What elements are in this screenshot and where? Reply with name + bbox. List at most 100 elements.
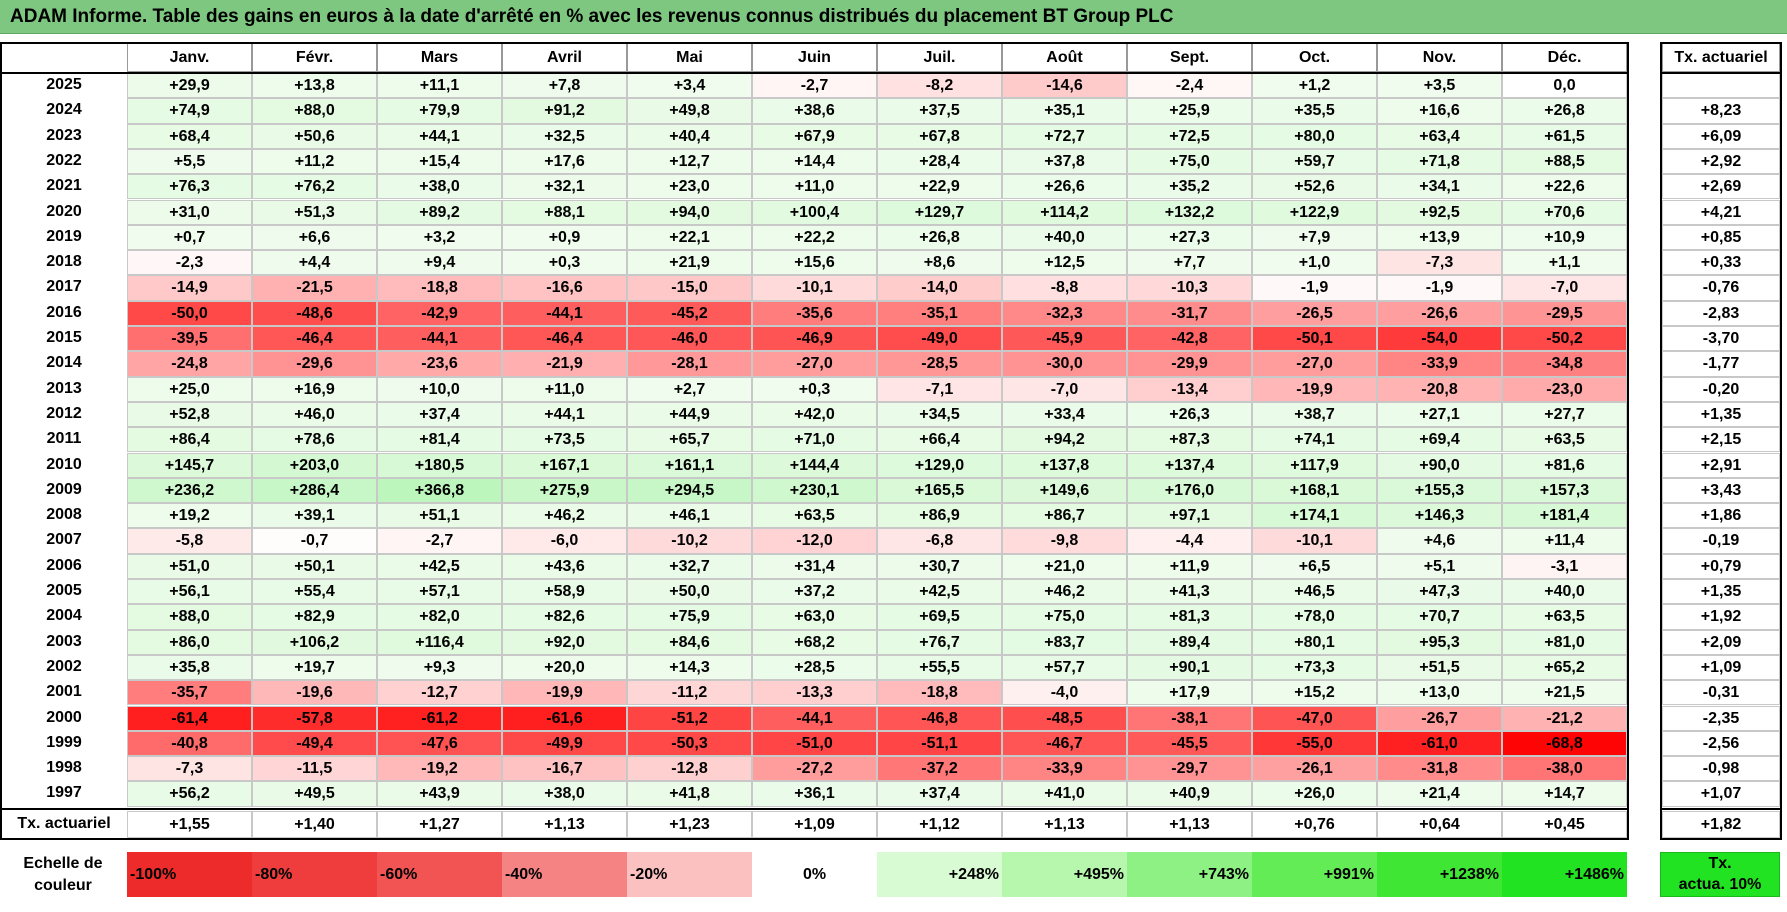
footer-rate-cell: +1,27 xyxy=(377,810,502,838)
table-cell: -46,8 xyxy=(877,705,1002,731)
footer-divider xyxy=(1660,807,1782,810)
table-cell: +0,7 xyxy=(127,224,252,251)
table-cell: +144,4 xyxy=(752,452,877,478)
table-cell: +15,6 xyxy=(752,250,877,276)
table-cell: +19,2 xyxy=(127,503,252,529)
table-cell: +275,9 xyxy=(502,477,627,504)
rate-column-header: Tx. actuariel xyxy=(1662,43,1780,72)
table-cell: -34,8 xyxy=(1502,351,1627,377)
table-cell: -24,8 xyxy=(127,351,252,377)
month-header: Juin xyxy=(752,43,877,72)
table-cell: +181,4 xyxy=(1502,503,1627,529)
rate-cell: +1,07 xyxy=(1662,781,1780,807)
month-header: Mai xyxy=(627,43,752,72)
year-label: 2023 xyxy=(46,126,82,144)
table-cell: -45,2 xyxy=(627,300,752,326)
color-scale-step: 0% xyxy=(752,852,877,897)
year-label: 2015 xyxy=(46,329,82,346)
year-label: 2020 xyxy=(46,202,82,220)
table-cell: +76,7 xyxy=(877,629,1002,655)
rate-cell: -3,70 xyxy=(1662,326,1780,352)
table-cell: +43,9 xyxy=(377,781,502,807)
rate-cell: -0,98 xyxy=(1662,756,1780,782)
table-cell: +14,4 xyxy=(752,148,877,175)
table-cell: +21,0 xyxy=(1002,553,1127,579)
table-cell: +94,2 xyxy=(1002,427,1127,453)
table-cell: +63,0 xyxy=(752,604,877,630)
table-cell: +13,9 xyxy=(1377,224,1502,251)
table-cell: +63,5 xyxy=(1502,427,1627,453)
table-cell: -12,0 xyxy=(752,528,877,554)
table-cell: +90,0 xyxy=(1377,452,1502,478)
table-cell: +40,0 xyxy=(1002,224,1127,251)
table-cell: +41,3 xyxy=(1127,579,1252,605)
table-cell: -57,8 xyxy=(252,705,377,731)
table-cell: +83,7 xyxy=(1002,629,1127,655)
color-scale-step: +248% xyxy=(877,852,1002,897)
table-cell: +44,1 xyxy=(502,401,627,428)
table-cell: +72,5 xyxy=(1127,123,1252,149)
table-cell: +27,3 xyxy=(1127,224,1252,251)
table-cell: +0,3 xyxy=(502,250,627,276)
table-cell: -21,2 xyxy=(1502,705,1627,731)
table-cell: +86,9 xyxy=(877,503,1002,529)
table-cell: +38,6 xyxy=(752,98,877,124)
table-cell: +145,7 xyxy=(127,452,252,478)
color-scale-step: -40% xyxy=(502,852,627,897)
table-cell: +17,9 xyxy=(1127,680,1252,706)
table-cell: +10,0 xyxy=(377,376,502,402)
table-cell: +40,9 xyxy=(1127,781,1252,807)
table-cell: +50,1 xyxy=(252,553,377,579)
table-cell: +37,8 xyxy=(1002,148,1127,175)
year-label: 2024 xyxy=(46,101,82,119)
month-header: Oct. xyxy=(1252,43,1377,72)
table-cell: +22,1 xyxy=(627,224,752,251)
table-cell: +63,5 xyxy=(1502,604,1627,630)
year-label: 2021 xyxy=(46,177,82,195)
footer-rate-cell: +1,23 xyxy=(627,810,752,838)
table-cell: -19,9 xyxy=(1252,376,1377,402)
table-cell: +75,9 xyxy=(627,604,752,630)
table-cell: +67,9 xyxy=(752,123,877,149)
table-cell: +46,1 xyxy=(627,503,752,529)
table-cell: -49,0 xyxy=(877,326,1002,352)
footer-rate-cell: +1,40 xyxy=(252,810,377,838)
table-cell: -44,1 xyxy=(752,705,877,731)
year-label: 2025 xyxy=(46,76,82,93)
year-label: 2019 xyxy=(46,227,82,245)
table-cell: +84,6 xyxy=(627,629,752,655)
table-cell: -61,6 xyxy=(502,705,627,731)
table-cell: -20,8 xyxy=(1377,376,1502,402)
table-cell: -61,2 xyxy=(377,705,502,731)
year-label: 2007 xyxy=(46,531,82,549)
table-cell: +161,1 xyxy=(627,452,752,478)
table-cell: +9,4 xyxy=(377,250,502,276)
table-cell: +35,1 xyxy=(1002,98,1127,124)
table-cell: -2,4 xyxy=(1127,73,1252,99)
table-cell: -7,3 xyxy=(1377,250,1502,276)
table-cell: -38,1 xyxy=(1127,705,1252,731)
table-cell: +80,0 xyxy=(1252,123,1377,149)
table-cell: -0,7 xyxy=(252,528,377,554)
table-cell: -15,0 xyxy=(627,275,752,301)
rate-cell: +1,09 xyxy=(1662,654,1780,681)
table-cell: -3,1 xyxy=(1502,553,1627,579)
table-cell: +15,2 xyxy=(1252,680,1377,706)
table-cell: +55,4 xyxy=(252,579,377,605)
table-cell: -37,2 xyxy=(877,756,1002,782)
table-cell: +94,0 xyxy=(627,199,752,225)
table-cell: +88,0 xyxy=(127,604,252,630)
table-cell: -45,9 xyxy=(1002,326,1127,352)
table-cell: +6,6 xyxy=(252,224,377,251)
rate-cell: +6,09 xyxy=(1662,123,1780,149)
table-cell: -30,0 xyxy=(1002,351,1127,377)
table-cell: +37,2 xyxy=(752,579,877,605)
table-cell: +146,3 xyxy=(1377,503,1502,529)
table-cell: +168,1 xyxy=(1252,477,1377,504)
table-cell: +3,4 xyxy=(627,73,752,99)
table-cell: +70,6 xyxy=(1502,199,1627,225)
table-cell: -10,1 xyxy=(752,275,877,301)
table-cell: -35,1 xyxy=(877,300,1002,326)
table-cell: +33,4 xyxy=(1002,401,1127,428)
table-cell: +49,8 xyxy=(627,98,752,124)
